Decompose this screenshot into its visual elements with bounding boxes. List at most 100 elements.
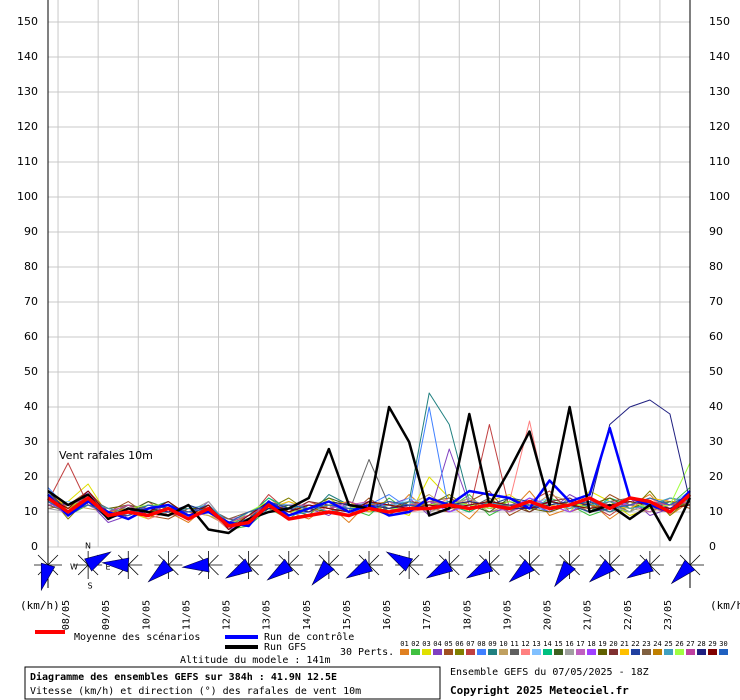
legend-label: 08: [477, 640, 485, 648]
y-tick-label: 40: [24, 400, 38, 413]
y-tick-label-right: 140: [709, 50, 730, 63]
legend-label: Run GFS: [264, 642, 306, 653]
x-tick-label: 09/05: [101, 600, 112, 630]
legend-swatch: [466, 649, 475, 655]
y-tick-label: 90: [24, 225, 38, 238]
legend-label: 26: [675, 640, 683, 648]
legend: Moyenne des scénarios Run de contrôleRun …: [35, 630, 728, 655]
x-tick-label: 21/05: [583, 600, 594, 630]
wind-direction: [311, 560, 335, 586]
legend-label: 01: [400, 640, 408, 648]
y-tick-label: 60: [24, 330, 38, 343]
y-tick-label: 140: [17, 50, 38, 63]
y-tick-label: 10: [24, 505, 38, 518]
y-tick-label-right: 40: [709, 400, 723, 413]
legend-label: Moyenne des scénarios: [74, 631, 200, 643]
legend-label: 03: [422, 640, 430, 648]
legend-swatch: [686, 649, 695, 655]
legend-swatch: [455, 649, 464, 655]
legend-swatch: [576, 649, 585, 655]
wind-direction: [225, 558, 253, 579]
wind-direction: [508, 559, 535, 583]
compass-w: W: [70, 563, 78, 572]
legend-swatch: [565, 649, 574, 655]
legend-label: 13: [532, 640, 540, 648]
y-tick-label-right: 10: [709, 505, 723, 518]
x-tick-label: 16/05: [382, 600, 393, 630]
legend-swatch: [697, 649, 706, 655]
y-tick-label-right: 20: [709, 470, 723, 483]
legend-swatch: [675, 649, 684, 655]
compass-s: S: [87, 582, 92, 591]
legend-swatch: [400, 649, 409, 655]
wind-direction: [554, 560, 576, 588]
legend-label: 17: [576, 640, 584, 648]
unit-label-right: (km/h): [710, 599, 740, 612]
legend-label: 20: [609, 640, 617, 648]
wind-direction: [84, 551, 112, 572]
x-tick-label: 12/05: [222, 600, 233, 630]
legend-label: 25: [664, 640, 672, 648]
y-tick-label: 120: [17, 120, 38, 133]
grid: [48, 0, 690, 548]
wind-direction: [40, 562, 56, 592]
x-tick-label: 19/05: [502, 600, 513, 630]
y-tick-label-right: 30: [709, 435, 723, 448]
wind-direction: [588, 559, 615, 583]
legend-swatch: [422, 649, 431, 655]
x-tick-label: 11/05: [181, 600, 192, 630]
info-box: [24, 666, 441, 700]
legend-label: 10: [499, 640, 507, 648]
wind-direction: [465, 558, 494, 579]
y-tick-label-right: 90: [709, 225, 723, 238]
y-tick-label-right: 100: [709, 190, 730, 203]
y-tick-label: 70: [24, 295, 38, 308]
mean-line: [46, 493, 692, 528]
y-tick-label-right: 120: [709, 120, 730, 133]
wind-direction: [101, 557, 130, 573]
x-tick-label: 15/05: [342, 600, 353, 630]
y-tick-label: 0: [31, 540, 38, 553]
legend-label: 19: [598, 640, 606, 648]
legend-swatch: [719, 649, 728, 655]
legend-label: 04: [433, 640, 441, 648]
y-tick-label: 130: [17, 85, 38, 98]
y-tick-label-right: 130: [709, 85, 730, 98]
legend-swatch: [631, 649, 640, 655]
legend-swatch: [587, 649, 596, 655]
x-tick-label: 18/05: [462, 600, 473, 630]
y-tick-label-right: 60: [709, 330, 723, 343]
legend-label: 02: [411, 640, 419, 648]
legend-swatch: [411, 649, 420, 655]
legend-swatch: [554, 649, 563, 655]
y-tick-label-right: 0: [709, 540, 716, 553]
wind-direction: [345, 558, 373, 579]
wind-direction: [266, 558, 294, 581]
y-tick-label: 100: [17, 190, 38, 203]
legend-label: 15: [554, 640, 562, 648]
legend-swatch: [433, 649, 442, 655]
legend-swatch: [521, 649, 530, 655]
legend-swatch: [477, 649, 486, 655]
legend-swatch: [499, 649, 508, 655]
legend-label: 06: [455, 640, 463, 648]
legend-swatch: [609, 649, 618, 655]
legend-label: Run de contrôle: [264, 631, 354, 643]
y-tick-label-right: 70: [709, 295, 723, 308]
wind-direction: [626, 558, 654, 579]
legend-label: 16: [565, 640, 573, 648]
compass-e: E: [105, 563, 110, 572]
compass-n: N: [85, 542, 91, 551]
legend-label: 18: [587, 640, 595, 648]
x-tick-label: 08/05: [61, 600, 72, 630]
chart-subtitle: Vitesse (km/h) et direction (°) des rafa…: [30, 686, 361, 697]
y-tick-label-right: 110: [709, 155, 730, 168]
legend-swatch: [620, 649, 629, 655]
y-tick-label: 80: [24, 260, 38, 273]
legend-label: 23: [642, 640, 650, 648]
legend-label: 14: [543, 640, 551, 648]
legend-swatch: [642, 649, 651, 655]
y-tick-label-right: 150: [709, 15, 730, 28]
